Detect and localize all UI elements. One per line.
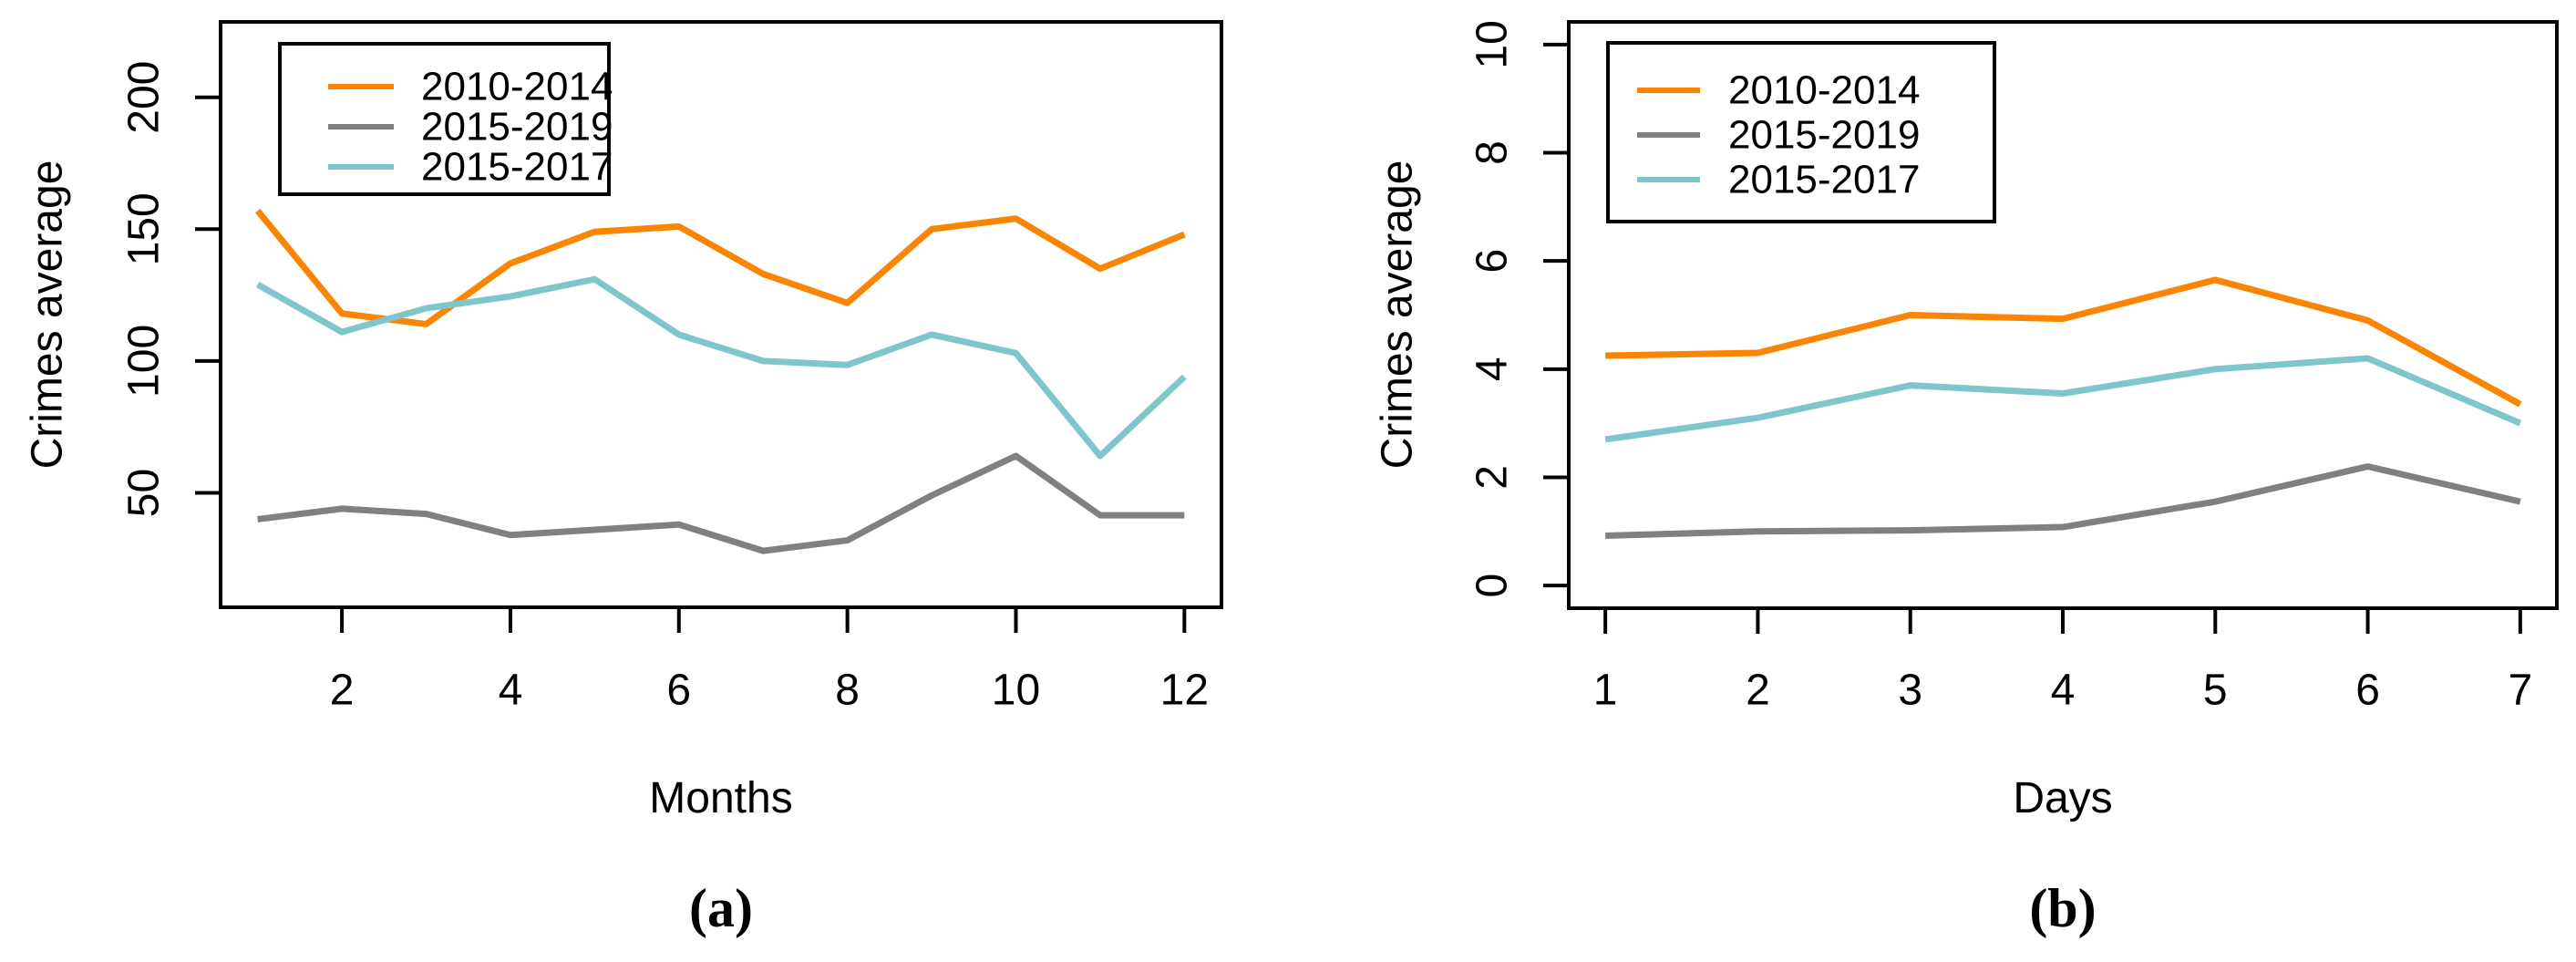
legend-label-2015-2017: 2015-2017 [1728, 158, 1920, 202]
x-tick-label: 2 [330, 667, 355, 715]
panel-a: 2 4 6 8 10 12 50 100 150 200 2010-2014 2015-2019 201… [23, 20, 1223, 938]
chart-a: 2 4 6 8 10 12 50 100 150 200 2010-20142015-2019201… [120, 20, 1223, 715]
x-tick-label: 6 [2355, 667, 2380, 715]
x-tick-label: 5 [2203, 667, 2228, 715]
series-line-2015-2017 [1604, 355, 2522, 443]
x-tick-label: 3 [1898, 667, 1922, 715]
series-line-2010-2014 [254, 208, 1186, 327]
y-tick-label: 150 [120, 192, 169, 265]
series-line-2015-2019 [1605, 463, 2521, 540]
y-tick-label: 200 [120, 61, 169, 134]
x-tick-label: 8 [835, 667, 860, 715]
y-tick-label: 0 [1468, 574, 1517, 598]
legend-label-2015-2019: 2015-2019 [1728, 113, 1920, 158]
x-tick-label: 2 [1746, 667, 1770, 715]
legend-label-2010-2014: 2010-2014 [1728, 68, 1920, 113]
series-line-2010-2014 [1605, 276, 2522, 408]
x-tick-label: 12 [1160, 667, 1209, 715]
y-axis-title-a: Crimes average [23, 160, 72, 470]
panel-caption-a: (a) [689, 878, 753, 938]
y-axis-title-b: Crimes average [1373, 160, 1422, 470]
y-tick-label: 100 [120, 325, 169, 398]
plot-box [219, 20, 1223, 609]
x-tick-label: 6 [666, 667, 691, 715]
x-tick-label: 1 [1593, 667, 1618, 715]
legend-label-2010-2014: 2010-2014 [421, 65, 613, 109]
x-tick-label: 4 [499, 667, 523, 715]
x-axis-title-b: Days [2013, 774, 2113, 822]
y-tick-label: 2 [1468, 465, 1517, 490]
panel-b: 1 2 3 4 5 6 7 0 2 4 6 8 10 2010-2014 2015-2019 2015-201… [1288, 0, 2576, 962]
y-tick-label: 10 [1468, 20, 1517, 68]
x-tick-label: 10 [992, 667, 1040, 715]
chart-b: 1 2 3 4 5 6 7 0 2 4 6 8 10 2010-20142015-20192015-201… [1468, 20, 2559, 715]
legend-label-2015-2017: 2015-2017 [421, 145, 613, 190]
x-tick-label: 7 [2509, 667, 2533, 715]
y-tick-label: 4 [1468, 357, 1517, 381]
series-line-2015-2017 [255, 275, 1187, 460]
legend-label-2015-2019: 2015-2019 [421, 105, 613, 150]
y-tick-label: 6 [1468, 249, 1517, 274]
x-tick-label: 4 [2051, 667, 2076, 715]
panel-caption-b: (b) [2029, 878, 2097, 938]
x-axis-title-a: Months [649, 774, 793, 822]
series-line-2015-2019 [257, 452, 1185, 554]
y-tick-label: 8 [1468, 140, 1517, 165]
y-tick-label: 50 [120, 469, 169, 517]
